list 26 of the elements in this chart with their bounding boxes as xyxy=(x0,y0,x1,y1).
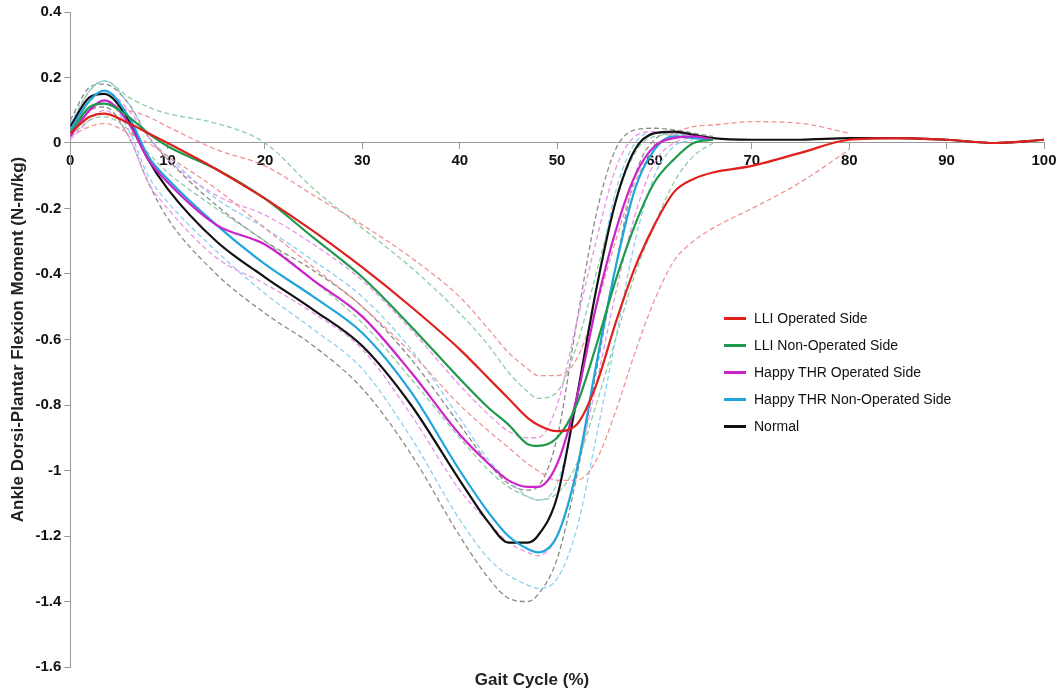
x-tick-label: 40 xyxy=(451,151,469,169)
x-tick-label: 80 xyxy=(840,151,858,169)
x-axis-title: Gait Cycle (%) xyxy=(474,670,590,689)
x-tick-label: 30 xyxy=(354,151,371,169)
x-tick-label: 20 xyxy=(256,151,274,169)
y-tick-label: -0.6 xyxy=(35,329,62,347)
y-tick-label: -1.4 xyxy=(35,591,62,609)
y-tick-label: -0.4 xyxy=(35,264,62,282)
y-tick-label: -1 xyxy=(47,460,62,478)
y-tick-label: -1.2 xyxy=(35,526,62,544)
x-tick-label: 90 xyxy=(938,151,955,169)
legend-label: Happy THR Operated Side xyxy=(754,364,922,380)
y-tick-label: -0.2 xyxy=(35,198,62,216)
y-tick-label: -0.8 xyxy=(35,395,62,413)
y-tick-label: -1.6 xyxy=(35,657,62,675)
legend-label: Happy THR Non-Operated Side xyxy=(754,391,952,407)
x-tick-label: 50 xyxy=(548,151,566,169)
legend-label: LLI Non-Operated Side xyxy=(754,337,898,353)
y-tick-label: 0 xyxy=(52,133,62,151)
x-tick-label: 100 xyxy=(1031,151,1057,169)
y-axis-title: Ankle Dorsi-Plantar Flexion Moment (N-m/kg) xyxy=(7,156,27,523)
x-tick-label: 70 xyxy=(743,151,761,169)
y-tick-label: 0.2 xyxy=(40,67,62,85)
legend-label: Normal xyxy=(754,418,800,434)
y-tick-label: 0.4 xyxy=(40,2,62,20)
legend-label: LLI Operated Side xyxy=(754,310,868,326)
